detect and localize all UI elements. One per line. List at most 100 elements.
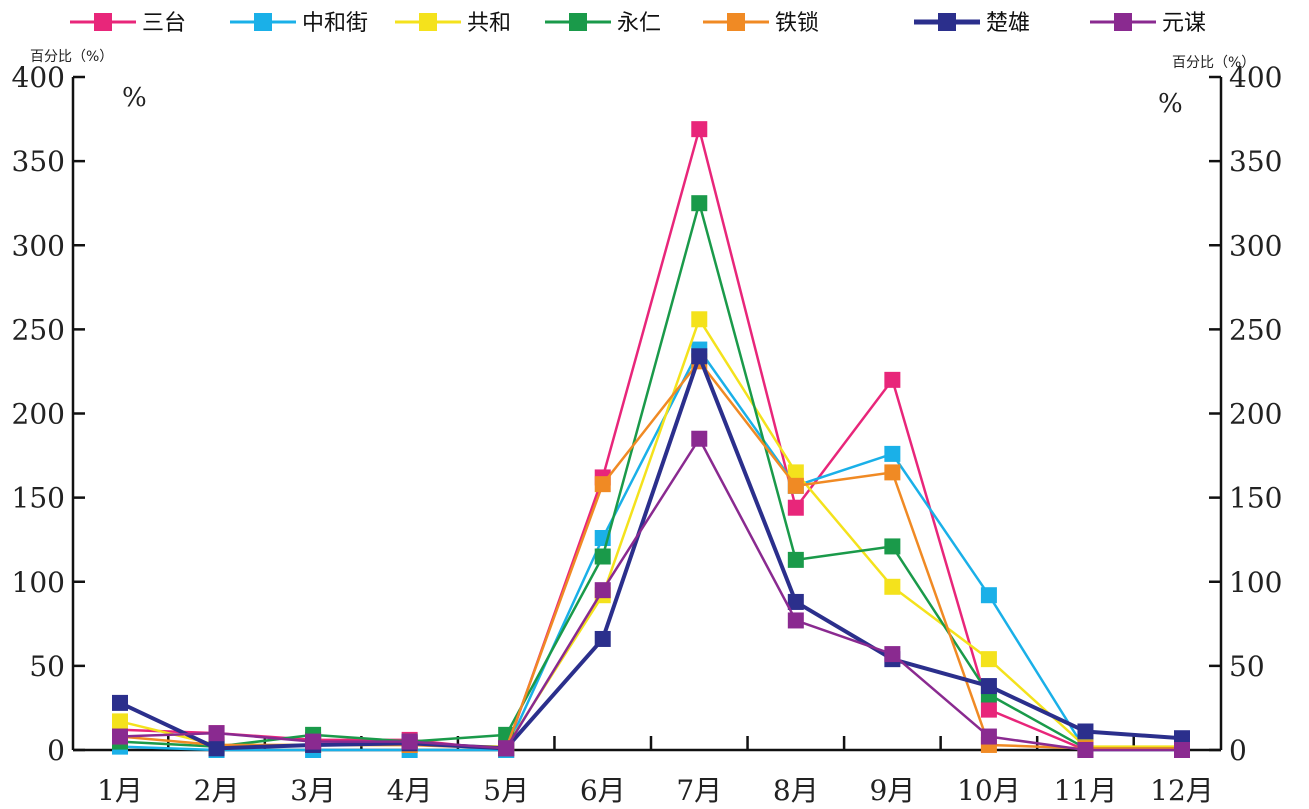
data-point — [884, 371, 901, 388]
legend-label: 永仁 — [617, 11, 661, 36]
data-point — [112, 728, 128, 745]
legend-item: 中和街 — [230, 11, 368, 36]
series-line — [119, 437, 1182, 752]
data-point — [1077, 742, 1094, 758]
left-y-tick-label: 200 — [12, 398, 65, 431]
x-tick-label: 6月 — [580, 774, 626, 807]
legend-item: 元谋 — [1090, 11, 1206, 36]
legend-label: 元谋 — [1162, 11, 1206, 36]
x-tick-label: 4月 — [387, 774, 433, 807]
right-y-tick-label: 400 — [1229, 61, 1282, 94]
series-line — [119, 354, 1183, 751]
x-tick-label: 12月 — [1150, 774, 1214, 807]
right-y-tick-label: 150 — [1229, 482, 1282, 515]
legend-item: 永仁 — [545, 11, 661, 36]
left-y-tick-label: 400 — [12, 61, 65, 94]
legend-label: 三台 — [142, 11, 186, 36]
data-point — [594, 582, 611, 599]
data-point — [208, 725, 225, 742]
x-tick-label: 3月 — [290, 774, 336, 807]
x-tick-label: 11月 — [1054, 774, 1118, 807]
legend-label: 铁锁 — [775, 11, 819, 36]
right-axis-label: 百分比（%） — [1172, 55, 1255, 71]
series-7 — [112, 430, 1190, 758]
legend-item: 共和 — [395, 11, 511, 36]
legend-swatch-marker — [1114, 13, 1132, 31]
data-point — [787, 499, 804, 516]
x-tick-label: 2月 — [194, 774, 240, 807]
right-y-tick-label: 0 — [1229, 734, 1247, 767]
data-point — [691, 430, 708, 447]
data-point — [1174, 742, 1190, 758]
data-point — [208, 740, 225, 757]
legend-label: 共和 — [467, 11, 511, 36]
data-point — [787, 477, 804, 494]
data-point — [112, 694, 128, 711]
data-point — [884, 646, 901, 663]
data-point — [884, 538, 901, 555]
left-y-tick-label: 100 — [12, 566, 65, 599]
left-y-tick-label: 150 — [12, 482, 65, 515]
legend-item: 铁锁 — [703, 11, 819, 36]
right-y-tick-label: 200 — [1229, 398, 1282, 431]
data-point — [980, 728, 997, 745]
data-point — [787, 464, 804, 481]
legend-swatch-marker — [94, 13, 112, 31]
data-point — [691, 348, 708, 365]
data-point — [691, 311, 708, 328]
series-line — [119, 201, 1182, 750]
data-point — [112, 713, 128, 730]
right-y-tick-label: 300 — [1229, 229, 1282, 262]
data-point — [884, 464, 901, 481]
left-y-tick-label: 300 — [12, 229, 65, 262]
series-line — [119, 348, 1182, 752]
left-y-tick-label: 0 — [47, 734, 65, 767]
axes: 0 0 50 50 100 100 150 150 200 200 250 250 300 300 350 3… — [12, 61, 1283, 807]
legend-swatch-marker — [569, 13, 587, 31]
legend-swatch-marker — [254, 13, 272, 31]
right-y-tick-label: 350 — [1229, 145, 1282, 178]
right-y-tick-label: 250 — [1229, 313, 1282, 346]
data-point — [980, 651, 997, 668]
data-point — [1077, 723, 1094, 740]
x-tick-label: 5月 — [483, 774, 529, 807]
series-1 — [112, 121, 1190, 758]
data-point — [594, 548, 611, 565]
data-point — [498, 740, 515, 757]
data-point — [594, 630, 611, 647]
series-layer — [112, 121, 1190, 758]
legend-swatch-marker — [419, 13, 437, 31]
data-point — [787, 612, 804, 629]
left-y-tick-label: 50 — [29, 650, 65, 683]
legend-swatch-marker — [727, 13, 745, 31]
data-point — [691, 121, 708, 138]
data-point — [401, 733, 418, 750]
left-percent-unit: % — [122, 83, 147, 113]
data-point — [980, 678, 997, 695]
left-y-tick-label: 250 — [12, 313, 65, 346]
series-4 — [112, 195, 1190, 757]
legend: 三台 中和街 共和 永仁 铁锁 楚雄 元谋 — [70, 11, 1206, 36]
left-y-tick-label: 350 — [12, 145, 65, 178]
data-point — [980, 587, 997, 604]
x-tick-label: 10月 — [957, 774, 1021, 807]
x-tick-label: 8月 — [773, 774, 819, 807]
data-point — [884, 445, 901, 462]
data-point — [305, 733, 322, 750]
right-percent-unit: % — [1158, 89, 1183, 119]
data-point — [787, 593, 804, 610]
legend-swatch-marker — [938, 13, 956, 31]
data-point — [787, 551, 804, 568]
data-point — [884, 578, 901, 595]
legend-item: 三台 — [70, 11, 186, 36]
legend-label: 楚雄 — [986, 11, 1030, 36]
legend-item: 楚雄 — [914, 11, 1030, 36]
series-line — [119, 127, 1182, 752]
left-axis-label: 百分比（%） — [30, 49, 113, 65]
x-tick-label: 9月 — [869, 774, 915, 807]
right-y-tick-label: 50 — [1229, 650, 1265, 683]
x-tick-label: 7月 — [676, 774, 722, 807]
data-point — [691, 195, 708, 212]
data-point — [594, 476, 611, 493]
